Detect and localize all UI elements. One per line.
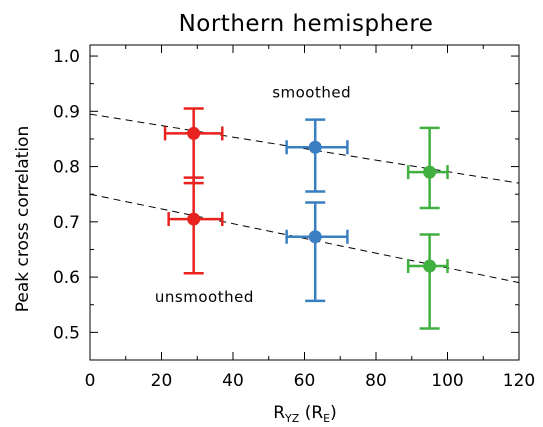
annotation-smoothed: smoothed [272,84,351,102]
y-tick-label: 0.5 [53,323,80,343]
chart-title: Northern hemisphere [179,11,434,37]
data-point-smoothed [163,107,224,185]
marker [423,165,437,179]
fit-line-unsmoothed [89,193,520,284]
data-point-unsmoothed [285,201,349,303]
y-tick-label: 0.9 [53,102,80,122]
y-axis-label: Peak cross correlation [13,126,33,312]
data-point-smoothed [406,126,449,210]
y-tick-label: 0.7 [53,213,80,233]
x-axis-label-sub: YZ [284,412,300,425]
x-tick-label: 0 [85,371,96,391]
data-point-unsmoothed [406,233,449,330]
y-tick-label: 1.0 [53,47,80,67]
y-tick-label: 0.6 [53,268,80,288]
x-axis-label-close: ) [330,403,337,423]
x-axis-label-main: R [273,403,285,423]
data-points [163,107,449,330]
marker [423,259,437,273]
data-point-smoothed [285,118,349,193]
x-axis-label: RYZ (RE) [273,403,337,425]
x-tick-label: 60 [294,371,316,391]
x-axis-label-open: (R [299,403,323,423]
y-tick-label: 0.8 [53,158,80,178]
marker [308,230,322,244]
x-axis: 0 20 40 60 80 100 120 [85,45,535,391]
fit-lines [89,113,520,284]
x-tick-label: 120 [503,371,535,391]
data-point-unsmoothed [167,176,224,275]
y-axis: 0.5 0.6 0.7 0.8 0.9 1.0 [53,47,519,361]
x-tick-label: 40 [222,371,244,391]
fit-line-smoothed [89,113,520,184]
x-tick-label: 20 [151,371,173,391]
marker [308,140,322,154]
annotations: smoothed unsmoothed [155,84,351,306]
x-tick-label: 100 [431,371,463,391]
x-axis-label-unit-sub: E [323,412,330,425]
x-tick-label: 80 [365,371,387,391]
marker [187,126,201,140]
annotation-unsmoothed: unsmoothed [155,288,254,306]
marker [187,212,201,226]
